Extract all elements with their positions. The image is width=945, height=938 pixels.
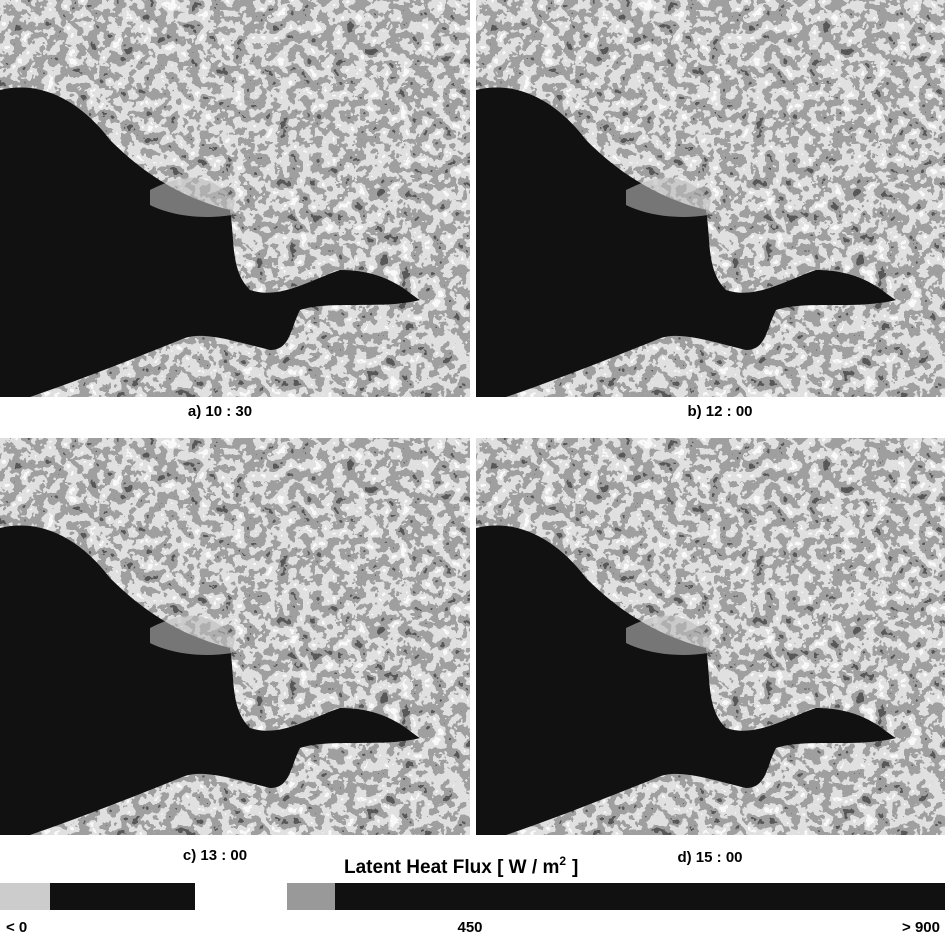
figure: a) 10 : 30 b) 12 : 00 c) 13 : 00 d) 15 :… [0,0,945,938]
panel-label: c) 13 : 00 [183,847,247,864]
panel-label: a) 10 : 30 [188,403,252,420]
panel-label: d) 15 : 00 [677,849,742,866]
colorbar-segment [0,883,50,910]
colorbar-segment [50,883,195,910]
colorbar-segment [335,883,945,910]
panel-image [0,438,470,835]
panel-image [0,0,470,397]
page: a) 10 : 30 b) 12 : 00 c) 13 : 00 d) 15 :… [0,0,945,938]
panel-label: b) 12 : 00 [687,403,752,420]
panel-image [476,438,945,835]
colorbar-label: 450 [457,919,482,936]
panel-image [476,0,945,397]
colorbar-label: < 0 [6,919,27,936]
colorbar-label: > 900 [902,919,940,936]
colorbar-title: Latent Heat Flux [ W / m2] [344,854,578,878]
colorbar-segment [287,883,335,910]
